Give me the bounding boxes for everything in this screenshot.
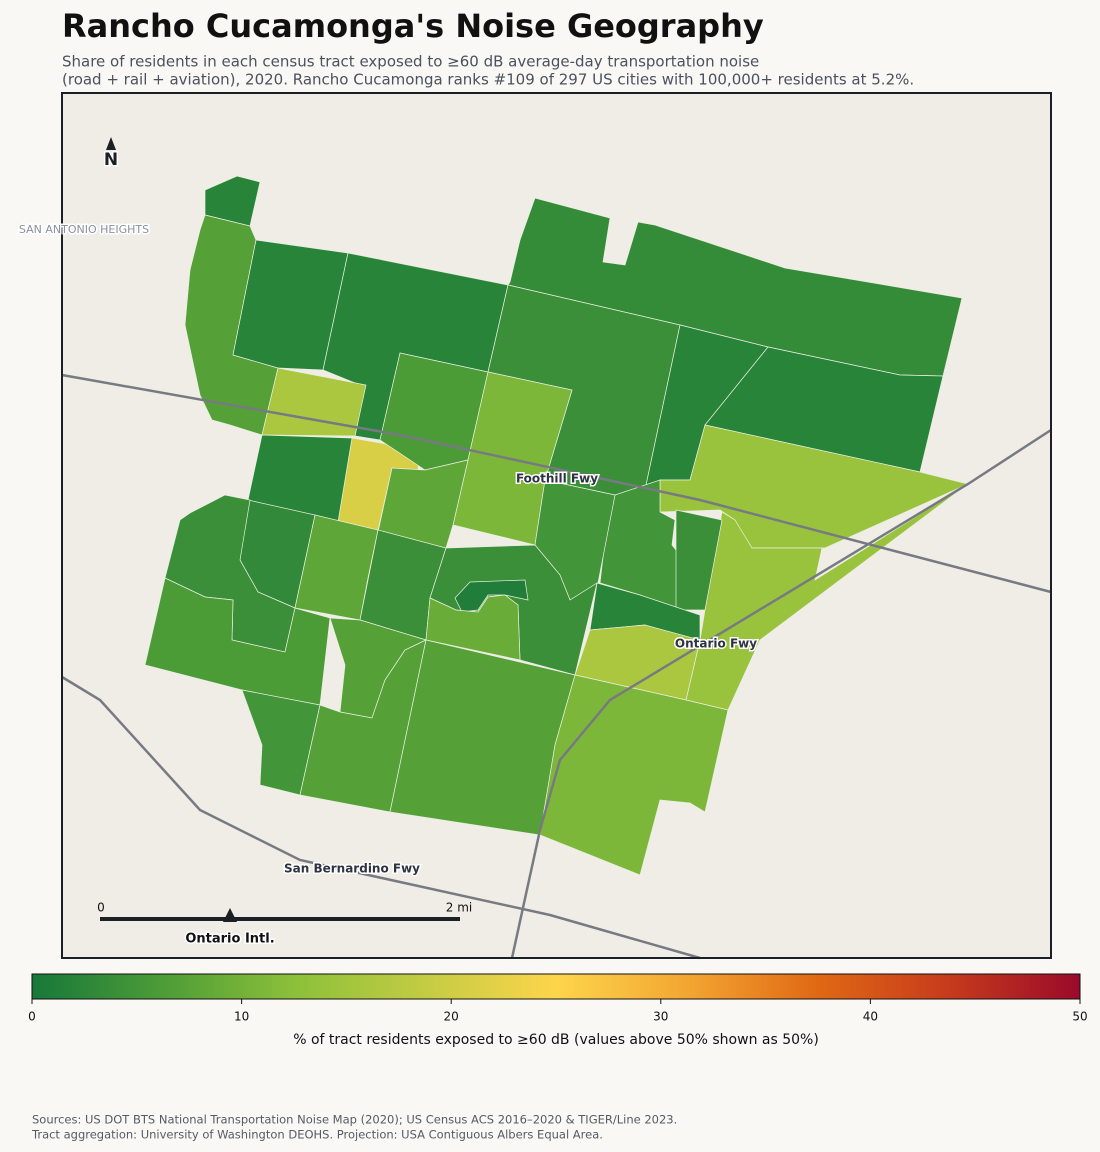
tract	[241, 689, 321, 796]
road-label: Foothill Fwy	[516, 472, 598, 486]
source: Tract aggregation: University of Washing…	[31, 1128, 603, 1142]
colorbar-tick-label: 30	[653, 1010, 668, 1024]
north-arrow	[106, 137, 116, 150]
tract	[539, 674, 729, 876]
colorbar	[31, 973, 1081, 1000]
map-border	[61, 92, 1052, 959]
tract	[425, 594, 521, 661]
airport-marker	[223, 908, 237, 922]
colorbar-tick-label: 0	[28, 1010, 36, 1024]
roads	[61, 373, 1052, 960]
scale-label: 0	[97, 901, 105, 915]
colorbar-tick-label: 50	[1072, 1010, 1087, 1024]
tract	[232, 239, 349, 371]
subtitle: Share of residents in each census tract …	[62, 53, 759, 71]
tract	[204, 175, 261, 227]
title: Rancho Cucamonga's Noise Geography	[62, 7, 764, 45]
colorbar-tick-label: 20	[444, 1010, 459, 1024]
tract	[704, 346, 944, 473]
tract	[299, 639, 427, 813]
source: Sources: US DOT BTS National Transportat…	[32, 1113, 677, 1127]
tract	[685, 483, 969, 711]
road	[510, 428, 1052, 959]
road	[61, 373, 1052, 594]
north-label: N	[104, 150, 118, 170]
colorbar-label: % of tract residents exposed to ≥60 dB (…	[293, 1032, 819, 1048]
road-label: Ontario Fwy	[675, 637, 757, 651]
road-label: San Bernardino Fwy	[284, 862, 420, 876]
colorbar-tick-label: 40	[863, 1010, 878, 1024]
tracts	[144, 175, 970, 876]
tract	[574, 624, 701, 701]
colorbar-ticks: 0 10 20 30 40 50	[28, 999, 1088, 1024]
place-label: SAN ANTONIO HEIGHTS	[19, 223, 149, 236]
subtitle: (road + rail + aviation), 2020. Rancho C…	[62, 71, 914, 89]
airport-label: Ontario Intl.	[185, 932, 274, 947]
colorbar-tick-label: 10	[234, 1010, 249, 1024]
road	[61, 675, 701, 960]
tract	[675, 509, 723, 611]
scale-label: 2 mi	[446, 901, 472, 915]
